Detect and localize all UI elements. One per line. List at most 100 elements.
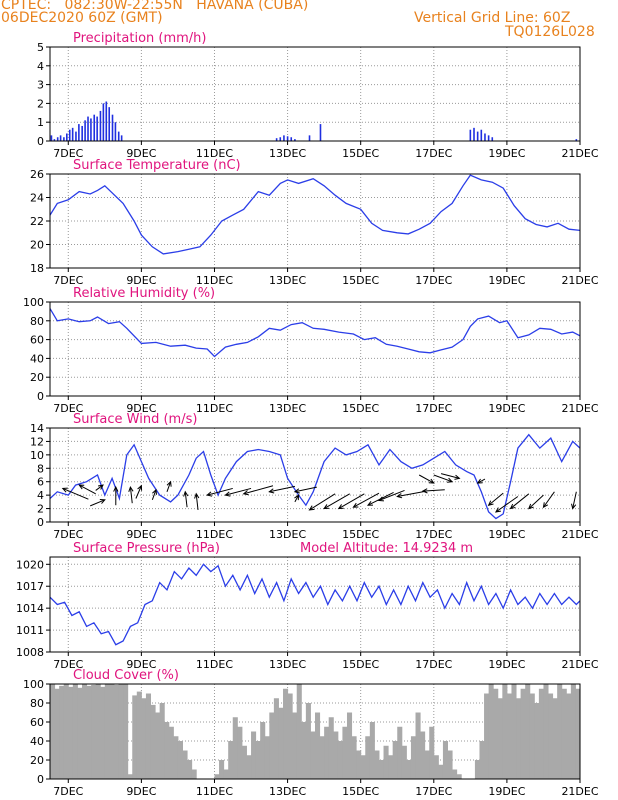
cloud-bar	[287, 693, 293, 779]
precip-bar	[87, 116, 89, 141]
cloud-bar	[520, 688, 526, 779]
x-tick-label: 21DEC	[561, 274, 598, 287]
y-tick-label: 2	[37, 503, 44, 516]
wind-arrow	[477, 478, 486, 484]
cloud-bar	[164, 722, 170, 779]
wind-arrowhead	[447, 477, 454, 483]
cloud-bar	[424, 750, 430, 779]
cloud-bar	[63, 684, 69, 779]
header-code: TQ0126L028	[505, 24, 595, 40]
cloud-bar	[383, 745, 389, 779]
y-tick-label: 0	[37, 516, 44, 529]
wind-arrow	[207, 487, 233, 496]
y-tick-label: 10	[30, 449, 44, 462]
wind-arrowhead	[242, 490, 249, 496]
wind-arrow	[572, 491, 577, 509]
cloud-bar	[346, 712, 353, 779]
cloud-bar	[283, 688, 289, 779]
precip-bar	[68, 129, 71, 141]
x-tick-label: 11DEC	[196, 658, 233, 671]
x-tick-label: 9DEC	[126, 147, 156, 160]
cloud-bar	[86, 685, 92, 779]
panel-title: Relative Humidity (%)	[73, 286, 215, 301]
wind-arrow	[510, 493, 530, 509]
cloud-bar	[219, 760, 225, 779]
y-tick-label: 80	[30, 697, 44, 710]
x-tick-label: 21DEC	[561, 785, 598, 798]
cloud-bar	[447, 750, 453, 779]
cloud-bar	[296, 684, 302, 779]
cloud-bar	[356, 750, 362, 779]
wind-arrow	[90, 499, 106, 507]
wind-arrow	[184, 491, 188, 508]
wind-arrowhead	[542, 502, 549, 509]
cloud-bar	[538, 688, 544, 779]
cloud-bar	[100, 686, 106, 779]
panel-title: Surface Temperature (nC)	[73, 158, 241, 173]
plot-frame	[49, 46, 581, 142]
y-tick-label: 100	[23, 296, 44, 309]
precip-bar	[294, 139, 296, 141]
wind-arrow	[243, 485, 274, 495]
temp-line	[49, 174, 581, 255]
wind-arrow	[495, 496, 519, 513]
wind-arrowhead	[428, 478, 435, 484]
wind-arrowhead	[352, 502, 359, 508]
cloud-bar	[365, 736, 371, 779]
x-tick-label: 17DEC	[415, 147, 452, 160]
cloud-bar	[241, 745, 247, 779]
x-tick-label: 15DEC	[342, 274, 379, 287]
precip-bar	[491, 137, 494, 141]
cloud-bar	[474, 760, 480, 779]
cloud-bar	[150, 704, 156, 779]
x-tick-label: 19DEC	[488, 147, 525, 160]
precip-bar	[117, 131, 120, 141]
wind-arrow	[79, 484, 96, 495]
x-tick-label: 19DEC	[488, 402, 525, 415]
cloud-bar	[251, 731, 257, 779]
cloud-bar	[575, 688, 581, 779]
cloud-bar	[324, 726, 330, 779]
x-tick-label: 15DEC	[342, 402, 379, 415]
precip-bar	[114, 122, 117, 141]
wind-arrowhead	[494, 507, 501, 513]
rh-line	[49, 308, 581, 358]
precip-bar	[575, 139, 578, 141]
cloud-bar	[442, 741, 448, 779]
wind-arrowhead	[294, 494, 300, 501]
cloud-bar	[91, 684, 97, 779]
cloud-bar	[529, 693, 535, 779]
wind-arrowhead	[366, 500, 374, 506]
wind-arrowhead	[166, 480, 172, 487]
wind-arrowhead	[128, 485, 134, 492]
y-tick-label: 22	[30, 215, 44, 228]
x-tick-label: 19DEC	[488, 658, 525, 671]
y-tick-label: 0	[37, 390, 44, 403]
cloud-bar	[333, 731, 339, 779]
wind-arrowhead	[97, 484, 104, 490]
precip-bar	[96, 116, 98, 141]
cloud-bar	[337, 741, 343, 779]
cloud-bar	[173, 736, 179, 779]
wind-arrowhead	[308, 505, 315, 511]
y-tick-label: 2	[37, 97, 44, 110]
precip-bar	[473, 127, 475, 141]
y-tick-label: 80	[30, 315, 44, 328]
precip-bar	[108, 107, 111, 141]
cloud-bar	[452, 769, 458, 779]
precip-bar	[283, 135, 285, 141]
y-tick-label: 14	[30, 422, 44, 435]
cloud-bar	[301, 722, 307, 779]
x-tick-label: 21DEC	[561, 402, 598, 415]
cloud-bar	[502, 684, 508, 779]
x-tick-label: 17DEC	[415, 274, 452, 287]
cloud-bar	[493, 688, 499, 779]
precip-bar	[105, 101, 108, 141]
wind-arrowhead	[268, 488, 275, 494]
y-tick-label: 20	[30, 754, 44, 767]
wind-arrowhead	[61, 487, 68, 493]
cloud-bar	[246, 755, 252, 779]
wind-arrow	[488, 492, 504, 506]
cloud-bar	[68, 686, 74, 779]
